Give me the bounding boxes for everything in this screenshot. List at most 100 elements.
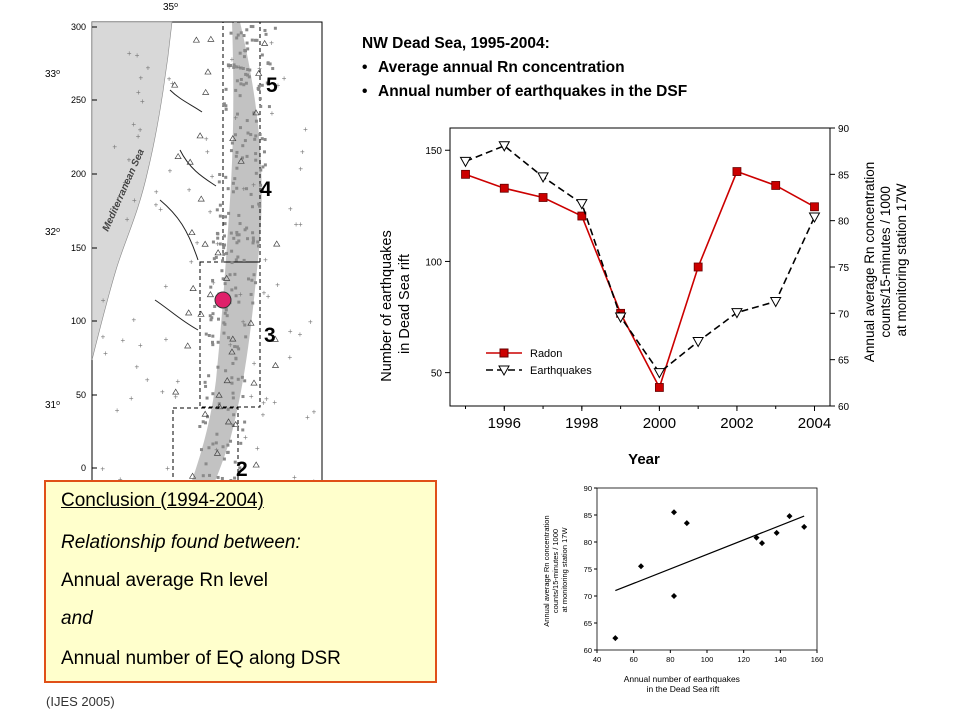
earthquake-point (653, 368, 666, 379)
quake-symbol (235, 150, 239, 154)
radon-point (499, 183, 509, 193)
quake-triangle (214, 249, 222, 256)
scatter-x-tick-label: 60 (629, 655, 637, 664)
quake-symbol (222, 331, 226, 335)
quake-triangle (185, 309, 193, 316)
quake-symbol (235, 112, 239, 116)
quake-symbol (239, 31, 243, 35)
quake-plus: + (127, 156, 132, 165)
quake-symbol (254, 152, 258, 156)
quake-symbol (216, 317, 220, 321)
quake-plus: + (215, 240, 220, 249)
quake-symbol (251, 236, 255, 240)
scatter-y-axis-label: Annual average Rn concentration counts/1… (542, 513, 569, 626)
quake-triangle (255, 69, 263, 76)
quake-triangle (201, 410, 209, 417)
quake-symbol (244, 81, 248, 85)
conclusion-heading: Conclusion (1994-2004) (61, 490, 264, 511)
quake-symbol (229, 149, 233, 153)
quake-plus: + (138, 341, 143, 350)
scatter-x-tick-label: 120 (737, 655, 750, 664)
quake-symbol (245, 28, 249, 32)
quake-triangle (250, 379, 258, 386)
x-tick-label: 2002 (720, 415, 753, 432)
y-right-tick-label: 60 (838, 402, 850, 413)
scatter-x-tick-label: 40 (593, 655, 601, 664)
quake-plus: + (276, 81, 281, 90)
scatter-points-layer (612, 509, 808, 642)
quake-symbol (204, 462, 208, 466)
quake-symbol (208, 473, 212, 477)
quake-plus: + (298, 164, 303, 173)
quake-symbol (243, 48, 247, 52)
chart-header: NW Dead Sea, 1995-2004: Average annual R… (362, 32, 832, 104)
conclusion-line-4: Annual number of EQ along DSR (61, 648, 341, 669)
quake-symbol (254, 158, 258, 162)
quake-plus: + (257, 64, 262, 73)
quake-symbol (205, 415, 209, 419)
quake-plus: + (261, 399, 266, 408)
radon-earthquake-line-chart: 1996 1998 2000 2002 2004 50 100 150 60 65 70 75 80 85… (379, 124, 909, 468)
quake-plus: + (264, 395, 269, 404)
scatter-y-tick-label: 65 (584, 619, 592, 628)
quake-triangle (229, 135, 237, 142)
quake-plus: + (308, 317, 313, 326)
quake-symbol (224, 308, 228, 312)
scatter-x-tick-label: 100 (701, 655, 714, 664)
scatter-point (786, 513, 793, 520)
quake-symbol (243, 228, 247, 232)
quake-symbol (262, 150, 266, 154)
quake-plus: + (288, 204, 293, 213)
quake-symbol (263, 138, 267, 142)
scatter-x-tick-label: 80 (666, 655, 674, 664)
quake-plus: + (131, 120, 136, 129)
quake-plus: + (282, 74, 287, 83)
quake-symbol (222, 246, 226, 250)
x-tick-label: 2004 (798, 415, 831, 432)
quake-symbol (222, 234, 226, 238)
quake-triangle (171, 81, 179, 88)
quake-symbol (201, 420, 205, 424)
quake-symbol (235, 186, 239, 190)
quake-plus: + (136, 88, 141, 97)
quake-plus: + (230, 55, 235, 64)
quake-symbol (239, 77, 243, 81)
quake-symbol (247, 277, 251, 281)
quake-symbol (227, 211, 231, 215)
quake-symbol (218, 214, 222, 218)
quake-triangle (228, 348, 236, 355)
quake-symbol (257, 202, 261, 206)
quake-symbol (241, 66, 245, 70)
quake-symbol (273, 26, 277, 30)
quake-symbol (238, 222, 242, 226)
quake-symbol (204, 384, 208, 388)
trend-line (615, 515, 805, 592)
quake-symbol (234, 258, 238, 262)
segment-label-5: 5 (266, 74, 278, 97)
y-right-tick-label: 75 (838, 263, 850, 274)
quake-symbol (246, 47, 250, 51)
quake-symbol (216, 232, 220, 236)
quake-symbol (243, 139, 247, 143)
quake-symbol (239, 441, 243, 445)
quake-symbol (233, 345, 237, 349)
map-axis-ticks: 300 250 200 150 100 50 0 (71, 22, 97, 473)
quake-symbol (231, 391, 235, 395)
quake-triangle (188, 472, 197, 479)
header-bullet-2: Annual number of earthquakes in the DSF (362, 80, 832, 104)
quake-symbol (217, 180, 221, 184)
quake-symbol (237, 239, 241, 243)
series-layer (459, 141, 821, 392)
quake-plus: + (275, 281, 280, 290)
quake-plus: + (241, 317, 246, 326)
quake-symbol (210, 316, 214, 320)
quake-symbol (236, 33, 240, 37)
quake-triangle (172, 388, 180, 395)
quake-triangle (223, 377, 231, 384)
quake-symbol (268, 62, 272, 66)
sea-area (91, 21, 173, 361)
legend-label: Radon (530, 348, 562, 360)
quake-plus: + (132, 196, 137, 205)
quake-symbol (252, 273, 256, 277)
quake-symbol (233, 177, 237, 181)
